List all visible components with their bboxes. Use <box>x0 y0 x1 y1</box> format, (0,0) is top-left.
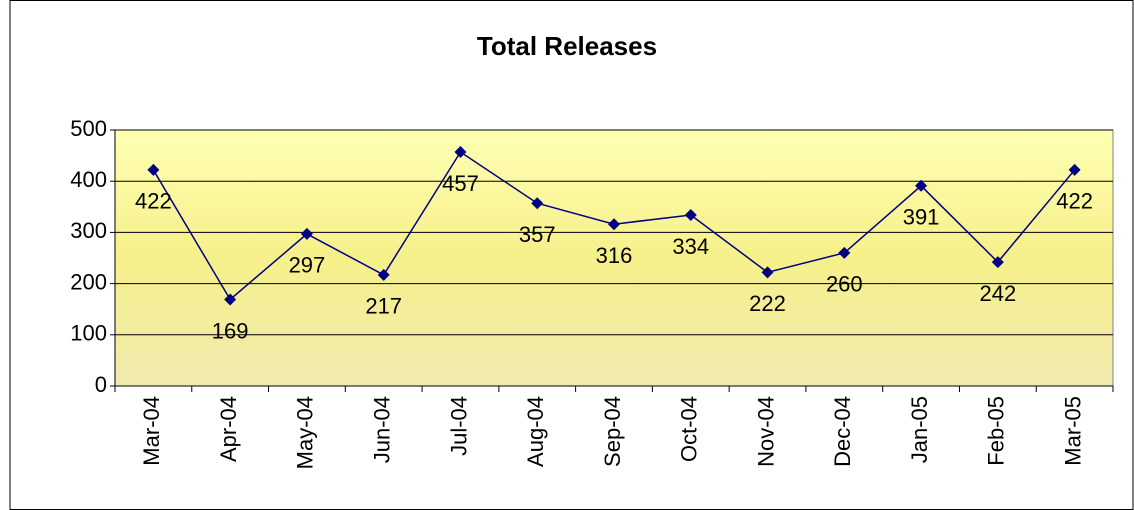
marker <box>608 218 620 231</box>
x-tick-label: Oct-04 <box>677 396 702 462</box>
data-label: 297 <box>289 253 326 278</box>
plot-area <box>114 129 1114 387</box>
marker <box>838 246 851 259</box>
x-tick-label: Aug-04 <box>523 396 548 467</box>
x-tick-label: Mar-04 <box>139 396 164 466</box>
marker <box>915 179 928 192</box>
x-tick-label: May-04 <box>293 396 318 469</box>
data-label: 242 <box>979 281 1016 306</box>
marker <box>147 163 160 176</box>
marker <box>300 227 313 240</box>
data-label: 357 <box>519 222 556 247</box>
x-tick-label: Dec-04 <box>830 396 855 467</box>
marker <box>224 293 237 306</box>
data-label: 316 <box>596 243 633 268</box>
marker <box>991 256 1004 269</box>
y-tick-label: 100 <box>70 321 107 346</box>
x-tick-label: Sep-04 <box>600 396 625 467</box>
marker <box>1068 163 1081 176</box>
data-label: 422 <box>135 189 172 214</box>
data-label: 169 <box>212 318 249 343</box>
y-tick-label: 500 <box>70 116 107 141</box>
marker <box>377 268 390 281</box>
data-label: 457 <box>442 171 479 196</box>
marker <box>761 266 774 279</box>
marker <box>684 208 697 221</box>
marker <box>531 197 544 210</box>
x-tick-label: Jun-04 <box>370 396 395 463</box>
data-label: 422 <box>1056 189 1093 214</box>
y-tick-label: 200 <box>70 269 107 294</box>
marker <box>454 146 467 159</box>
chart-title: Total Releases <box>477 31 657 61</box>
data-label: 391 <box>903 205 940 230</box>
x-tick-label: Jul-04 <box>446 396 471 456</box>
data-label: 260 <box>826 272 863 297</box>
data-label: 334 <box>672 234 709 259</box>
x-tick-label: Feb-05 <box>984 396 1009 466</box>
x-tick-label: Nov-04 <box>753 396 778 467</box>
y-tick-label: 300 <box>70 218 107 243</box>
y-tick-label: 0 <box>95 372 107 397</box>
data-label: 217 <box>365 294 402 319</box>
data-label: 222 <box>749 291 786 316</box>
x-tick-label: Mar-05 <box>1060 396 1085 466</box>
y-tick-label: 400 <box>70 167 107 192</box>
x-tick-label: Apr-04 <box>216 396 241 462</box>
x-tick-label: Jan-05 <box>907 396 932 463</box>
